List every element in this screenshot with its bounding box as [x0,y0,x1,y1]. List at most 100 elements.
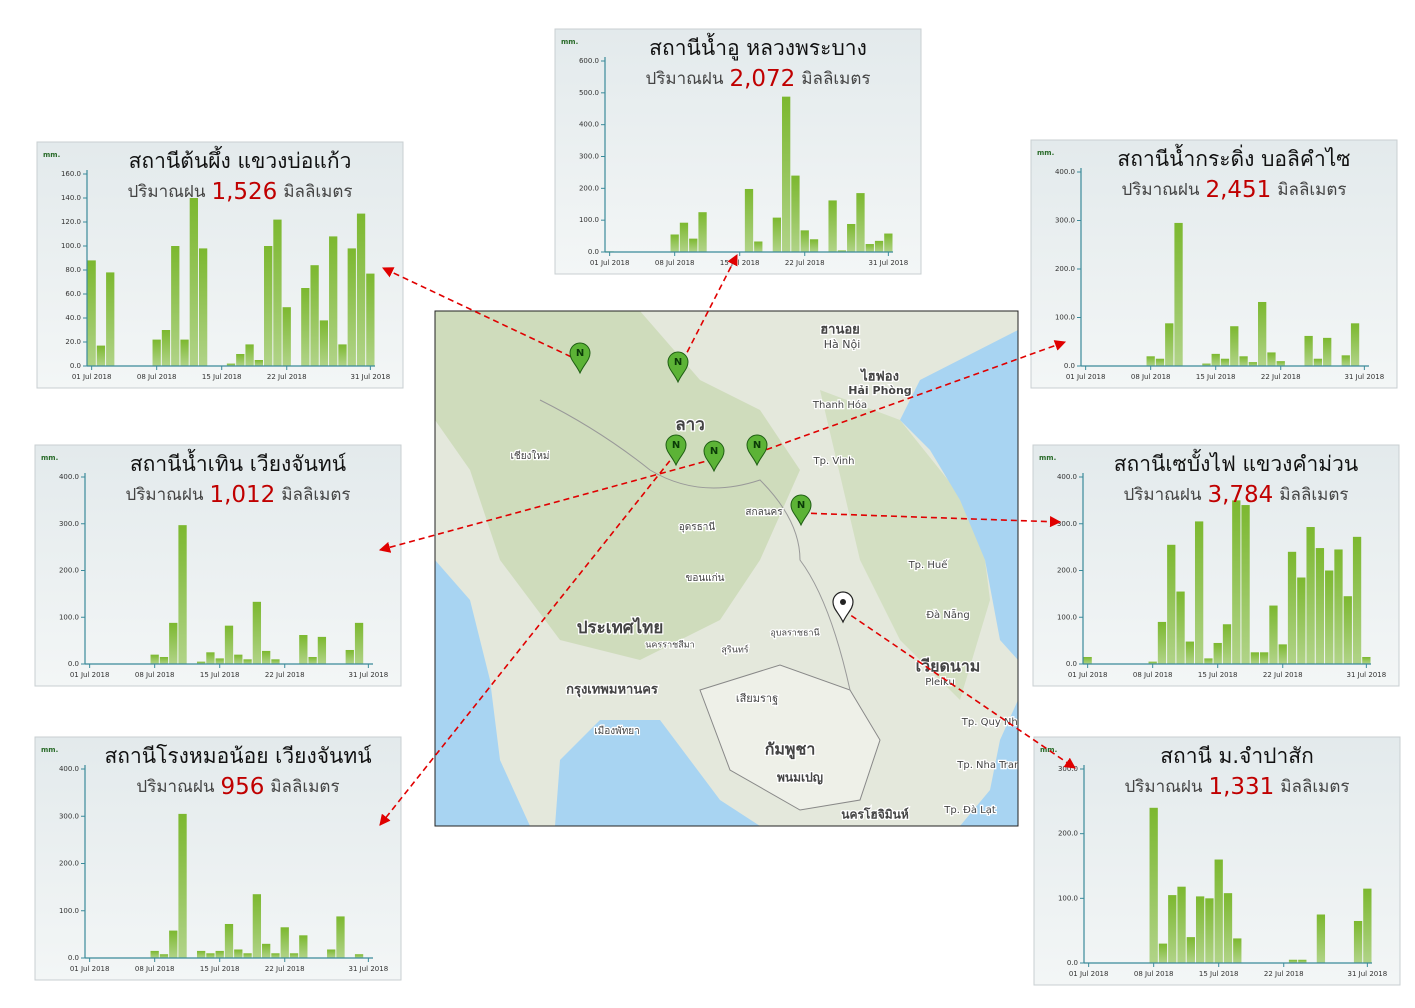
bar [1353,920,1363,963]
map-frame [434,310,1019,827]
bar [1352,536,1362,664]
bar [1298,959,1307,963]
chart-panel: mm. 0.0 100.0 200.0 300.0 400.0 01 Jul 2018 08 … [1032,444,1400,687]
rain-unit: มิลลิเมตร [283,182,352,202]
bar [289,953,299,958]
bar [1194,521,1204,664]
y-tick-label: 100.0 [1055,314,1075,322]
station-marker-label: N [674,357,682,368]
bar [698,212,707,252]
station-marker-label: N [576,348,584,359]
bar [1288,959,1298,963]
bar [856,193,865,252]
bar [254,360,264,366]
station-marker-label: N [710,446,718,457]
y-tick-label: 200.0 [59,860,79,868]
bar [1177,886,1186,963]
y-tick-label: 0.0 [70,362,81,370]
station-marker [703,440,725,473]
station-pin-dot [840,599,846,605]
bar [1306,527,1315,664]
map-label: กรุงเทพมหานคร [566,683,658,698]
map-label: Tp. Nha Trang [956,760,1027,771]
bar [1230,326,1239,366]
x-tick-label: 15 Jul 2018 [1196,373,1236,381]
x-tick-label: 15 Jul 2018 [200,671,240,679]
bar [366,273,375,366]
map-forest [820,390,990,700]
x-tick-label: 31 Jul 2018 [1345,373,1385,381]
rain-unit: มิลลิเมตร [1277,180,1346,200]
bar [262,943,271,958]
bar [236,354,245,366]
chart-panel: mm. 0.0 100.0 200.0 300.0 400.0 01 Jul 2018 08 … [34,736,402,981]
bar [1363,888,1372,963]
map-border [539,399,851,691]
y-tick-label: 100.0 [579,216,599,224]
bar [1167,544,1176,664]
x-tick-label: 01 Jul 2018 [72,373,112,381]
bar [1267,352,1276,366]
bar [1313,358,1323,366]
bar [1214,859,1223,963]
y-tick-label: 200.0 [1058,830,1078,838]
chart-subtitle: ปริมาณฝน 2,072 มิลลิเมตร [645,66,870,92]
x-tick-label: 08 Jul 2018 [135,965,175,973]
bar [317,636,327,664]
chart-panel: mm. 0.0 100.0 200.0 300.0 01 Jul 2018 08 Jul 2… [1033,736,1401,986]
map-label: นครโฮจิมินห์ [841,807,909,822]
station-marker [667,351,689,384]
x-tick-label: 31 Jul 2018 [1347,671,1387,679]
bar [670,234,679,252]
x-tick-label: 01 Jul 2018 [1066,373,1106,381]
panel-background [34,444,402,687]
y-tick-label: 400.0 [579,121,599,129]
bar [772,217,782,252]
bar [106,272,115,366]
chart-title: สถานีน้ำอู หลวงพระบาง [649,33,867,61]
bar [308,656,317,664]
bar [828,200,837,252]
x-tick-label: 31 Jul 2018 [869,259,909,267]
x-tick-label: 08 Jul 2018 [655,259,695,267]
rain-label: ปริมาณฝน [125,485,203,505]
bar [198,248,208,366]
bar [150,654,159,664]
pointer-arrow [378,458,715,553]
chart-subtitle: ปริมาณฝน 1,012 มิลลิเมตร [125,482,350,508]
bar [169,622,178,664]
map-label: ประเทศไทย [577,617,664,638]
y-axis-unit: mm. [43,151,60,159]
bar [884,233,893,252]
bar [180,339,189,366]
bar [1204,658,1213,664]
x-tick-label: 15 Jul 2018 [720,259,760,267]
x-tick-label: 22 Jul 2018 [265,671,305,679]
bar [327,949,336,958]
x-tick-label: 01 Jul 2018 [70,965,110,973]
bar [319,320,329,366]
x-tick-label: 01 Jul 2018 [1068,671,1108,679]
x-tick-label: 08 Jul 2018 [1131,373,1171,381]
y-tick-label: 120.0 [61,218,81,226]
bar [196,661,206,664]
pointer-arrow [677,254,738,371]
bar [169,930,178,958]
bar [299,935,308,958]
y-axis-unit: mm. [561,38,578,46]
y-axis-unit: mm. [41,746,58,754]
bar [159,954,169,958]
bar [171,246,180,366]
bar [1186,937,1195,963]
bar [1174,222,1183,366]
panel-background [1030,139,1398,389]
station-marker [790,494,812,527]
y-tick-label: 100.0 [1058,894,1078,902]
map-label: อุดรธานี [679,521,716,533]
x-tick-label: 22 Jul 2018 [785,259,825,267]
bar [329,236,338,366]
map-label: พนมเปญ [777,771,823,785]
x-tick-label: 08 Jul 2018 [1134,970,1174,978]
bar [87,260,96,366]
